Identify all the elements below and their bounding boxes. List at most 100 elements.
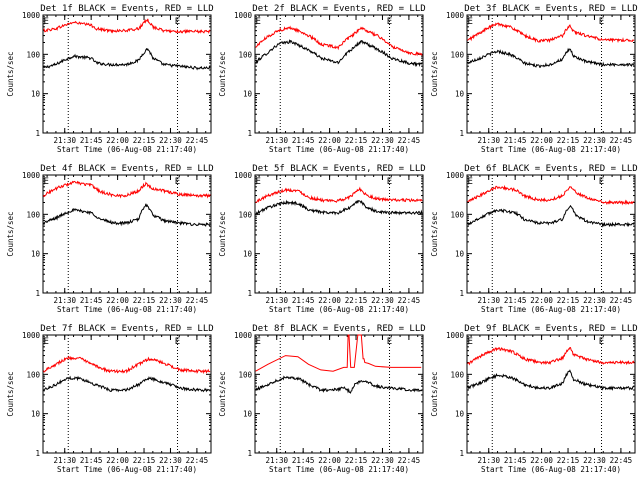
x-tick-label: 22:15 xyxy=(557,136,580,145)
x-tick-label: 21:30 xyxy=(265,296,288,305)
y-tick-label: 100 xyxy=(238,50,252,59)
x-tick-label: 21:45 xyxy=(80,136,103,145)
plot-frame xyxy=(254,334,424,454)
x-tick-label: 22:30 xyxy=(159,456,182,465)
x-tick-label: 22:30 xyxy=(371,136,394,145)
x-tick-label: 22:15 xyxy=(557,296,580,305)
y-tick-label: 10 xyxy=(31,410,41,419)
panel-title: Det 2f BLACK = Events, RED = LLD xyxy=(252,4,425,14)
x-tick-label: 22:30 xyxy=(159,136,182,145)
x-tick-label: 21:45 xyxy=(504,296,527,305)
x-tick-label: 21:45 xyxy=(292,456,315,465)
x-tick-label: 22:00 xyxy=(106,456,129,465)
x-tick-label: 22:15 xyxy=(557,456,580,465)
y-axis-label: Counts/sec xyxy=(218,211,227,256)
y-tick-label: 10 xyxy=(243,410,253,419)
marker-e-label: E xyxy=(599,17,604,27)
panel-8: Det 8f BLACK = Events, RED = LLD 1 10 100 10… xyxy=(218,324,426,474)
x-tick-label: 21:30 xyxy=(477,136,500,145)
panel-3: Det 3f BLACK = Events, RED = LLD 1 10 100 10… xyxy=(430,4,638,154)
y-tick-label: 10 xyxy=(243,250,253,259)
y-tick-label: 1 xyxy=(35,129,40,138)
marker-e-label: E xyxy=(44,337,49,347)
y-tick-label: 1 xyxy=(459,129,464,138)
y-tick-label: 100 xyxy=(26,50,40,59)
marker-e-label: E xyxy=(44,177,49,187)
y-axis-label: Counts/sec xyxy=(430,371,439,416)
panel-title: Det 1f BLACK = Events, RED = LLD xyxy=(40,4,213,14)
y-axis-label: Counts/sec xyxy=(218,371,227,416)
panel-title: Det 6f BLACK = Events, RED = LLD xyxy=(464,164,637,174)
y-tick-label: 1000 xyxy=(446,331,465,340)
panel-title: Det 4f BLACK = Events, RED = LLD xyxy=(40,164,213,174)
y-tick-label: 100 xyxy=(26,210,40,219)
x-tick-label: 22:00 xyxy=(530,456,553,465)
marker-e-label: E xyxy=(387,177,392,187)
x-axis-label: Start Time (06-Aug-08 21:17:40) xyxy=(481,305,621,314)
x-axis-label: Start Time (06-Aug-08 21:17:40) xyxy=(57,145,197,154)
panel-4: Det 4f BLACK = Events, RED = LLD 1 10 100 10… xyxy=(6,164,214,314)
panel-title: Det 7f BLACK = Events, RED = LLD xyxy=(40,324,213,334)
x-axis-label: Start Time (06-Aug-08 21:17:40) xyxy=(57,465,197,474)
y-tick-label: 100 xyxy=(238,210,252,219)
y-tick-label: 1000 xyxy=(446,171,465,180)
x-tick-label: 22:15 xyxy=(133,136,156,145)
x-tick-label: 22:45 xyxy=(610,296,633,305)
y-tick-label: 1 xyxy=(459,289,464,298)
x-tick-label: 22:30 xyxy=(371,456,394,465)
panel-title: Det 8f BLACK = Events, RED = LLD xyxy=(252,324,425,334)
y-tick-label: 10 xyxy=(243,90,253,99)
x-tick-label: 21:30 xyxy=(477,456,500,465)
y-tick-label: 100 xyxy=(450,50,464,59)
x-tick-label: 22:15 xyxy=(133,456,156,465)
x-axis-label: Start Time (06-Aug-08 21:17:40) xyxy=(269,145,409,154)
y-tick-label: 10 xyxy=(31,250,41,259)
x-tick-label: 22:45 xyxy=(186,136,209,145)
plot-frame xyxy=(42,174,212,294)
series-line-events xyxy=(43,375,211,393)
series-line-lld xyxy=(255,25,423,57)
y-tick-label: 100 xyxy=(450,210,464,219)
y-tick-label: 1000 xyxy=(446,11,465,20)
plot-frame xyxy=(466,14,636,134)
y-tick-label: 1 xyxy=(247,449,252,458)
x-tick-label: 22:00 xyxy=(530,296,553,305)
x-tick-label: 21:30 xyxy=(265,136,288,145)
x-tick-label: 21:30 xyxy=(477,296,500,305)
y-tick-label: 100 xyxy=(450,370,464,379)
plot-frame xyxy=(254,174,424,294)
y-tick-label: 10 xyxy=(455,250,465,259)
x-tick-label: 22:45 xyxy=(186,456,209,465)
x-tick-label: 21:45 xyxy=(80,296,103,305)
x-tick-label: 21:45 xyxy=(292,296,315,305)
x-tick-label: 21:30 xyxy=(53,136,76,145)
series-line-lld xyxy=(255,186,423,203)
y-tick-label: 1000 xyxy=(22,171,41,180)
x-tick-label: 21:45 xyxy=(80,456,103,465)
panel-title: Det 5f BLACK = Events, RED = LLD xyxy=(252,164,425,174)
panel-6: Det 6f BLACK = Events, RED = LLD 1 10 100 10… xyxy=(430,164,638,314)
x-tick-label: 21:45 xyxy=(292,136,315,145)
x-tick-label: 22:00 xyxy=(106,136,129,145)
panel-title: Det 3f BLACK = Events, RED = LLD xyxy=(464,4,637,14)
x-tick-label: 22:45 xyxy=(186,296,209,305)
series-line-lld xyxy=(43,180,211,199)
marker-e-label: E xyxy=(468,177,473,187)
marker-e-label: E xyxy=(468,337,473,347)
panel-2: Det 2f BLACK = Events, RED = LLD 1 10 100 10… xyxy=(218,4,426,154)
series-line-events xyxy=(467,369,635,392)
series-line-lld xyxy=(43,355,211,375)
x-tick-label: 22:45 xyxy=(398,456,421,465)
plot-frame xyxy=(42,14,212,134)
y-axis-label: Counts/sec xyxy=(6,51,15,96)
y-tick-label: 1 xyxy=(247,289,252,298)
x-tick-label: 22:30 xyxy=(583,296,606,305)
plot-frame xyxy=(466,174,636,294)
marker-e-label: E xyxy=(599,337,604,347)
x-tick-label: 22:00 xyxy=(318,456,341,465)
series-line-events xyxy=(43,203,211,227)
y-axis-label: Counts/sec xyxy=(6,211,15,256)
x-tick-label: 22:15 xyxy=(133,296,156,305)
panel-5: Det 5f BLACK = Events, RED = LLD 1 10 100 10… xyxy=(218,164,426,314)
series-line-events xyxy=(467,204,635,228)
